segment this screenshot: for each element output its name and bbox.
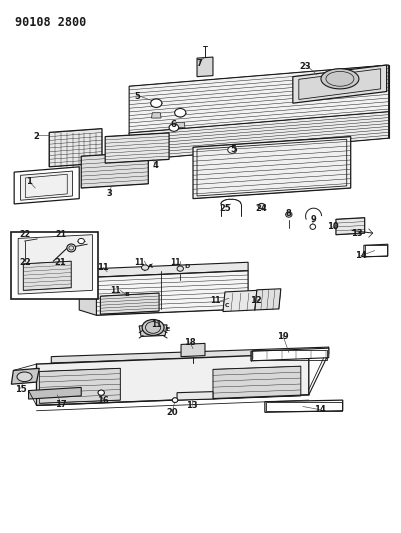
Text: 22: 22 — [19, 258, 31, 266]
Text: B: B — [124, 292, 129, 297]
Text: 6: 6 — [170, 120, 176, 130]
Text: 8: 8 — [285, 209, 291, 218]
Polygon shape — [39, 368, 120, 403]
Polygon shape — [100, 293, 159, 314]
Polygon shape — [96, 271, 247, 316]
Polygon shape — [18, 235, 92, 294]
Polygon shape — [36, 353, 308, 406]
Text: 13: 13 — [186, 401, 198, 410]
Text: A: A — [148, 264, 153, 269]
Text: 23: 23 — [298, 62, 310, 70]
Bar — [364, 245, 386, 256]
Text: E: E — [165, 327, 169, 332]
Polygon shape — [196, 57, 213, 77]
Ellipse shape — [142, 319, 164, 335]
Ellipse shape — [172, 398, 177, 402]
Polygon shape — [129, 112, 388, 160]
Text: 90108 2800: 90108 2800 — [15, 16, 86, 29]
Text: 3: 3 — [106, 189, 112, 198]
Ellipse shape — [78, 238, 84, 244]
Polygon shape — [11, 368, 39, 384]
Text: D: D — [184, 264, 189, 269]
Text: 20: 20 — [166, 408, 178, 417]
Polygon shape — [51, 347, 328, 363]
Ellipse shape — [17, 372, 32, 382]
Ellipse shape — [169, 124, 178, 131]
Polygon shape — [363, 244, 387, 257]
Polygon shape — [49, 128, 102, 167]
Polygon shape — [105, 133, 169, 163]
Bar — [11, 231, 98, 300]
Text: 9: 9 — [310, 215, 316, 224]
Text: 5: 5 — [229, 146, 235, 155]
Text: 11: 11 — [210, 296, 220, 305]
Polygon shape — [139, 325, 167, 336]
Polygon shape — [250, 348, 328, 361]
Text: 11: 11 — [170, 258, 180, 266]
Text: 21: 21 — [55, 230, 66, 239]
Text: 14: 14 — [354, 252, 366, 261]
Text: 22: 22 — [20, 230, 31, 239]
Text: 25: 25 — [219, 204, 230, 213]
Text: 15: 15 — [15, 385, 26, 394]
Text: 11: 11 — [134, 258, 144, 266]
Text: 24: 24 — [254, 204, 266, 213]
Text: 5: 5 — [134, 92, 140, 101]
Polygon shape — [176, 392, 213, 400]
Text: 18: 18 — [184, 338, 195, 348]
Polygon shape — [14, 167, 79, 204]
Text: 17: 17 — [55, 400, 67, 409]
Text: 7: 7 — [196, 60, 201, 68]
Polygon shape — [254, 289, 280, 310]
Ellipse shape — [174, 109, 185, 117]
Ellipse shape — [150, 99, 162, 108]
Text: 14: 14 — [313, 405, 325, 414]
Polygon shape — [23, 261, 71, 290]
Text: 2: 2 — [34, 132, 39, 141]
Ellipse shape — [227, 147, 236, 154]
Polygon shape — [20, 171, 72, 200]
Polygon shape — [81, 152, 148, 188]
Polygon shape — [335, 217, 364, 235]
Ellipse shape — [141, 265, 148, 270]
Polygon shape — [151, 113, 161, 118]
Polygon shape — [192, 136, 350, 199]
Ellipse shape — [309, 224, 315, 229]
Ellipse shape — [67, 244, 75, 252]
Polygon shape — [223, 290, 256, 312]
Text: 10: 10 — [326, 222, 338, 231]
Polygon shape — [264, 400, 342, 413]
Polygon shape — [180, 343, 205, 357]
Ellipse shape — [98, 390, 104, 395]
Text: 21: 21 — [55, 258, 66, 266]
Ellipse shape — [176, 266, 183, 271]
Ellipse shape — [320, 69, 358, 89]
Bar — [251, 350, 326, 360]
Polygon shape — [96, 262, 247, 277]
Polygon shape — [79, 272, 96, 316]
Text: 1: 1 — [26, 177, 32, 186]
Text: 4: 4 — [152, 161, 158, 170]
Ellipse shape — [257, 204, 265, 209]
Polygon shape — [28, 387, 81, 399]
Polygon shape — [213, 366, 300, 399]
Polygon shape — [298, 69, 380, 100]
Ellipse shape — [285, 212, 291, 217]
Text: 16: 16 — [97, 395, 109, 405]
Polygon shape — [129, 65, 388, 134]
Text: 19: 19 — [276, 332, 288, 341]
Text: 12: 12 — [249, 296, 261, 305]
Text: 13: 13 — [350, 229, 362, 238]
Text: C: C — [224, 303, 228, 308]
Text: 11: 11 — [110, 286, 121, 295]
Polygon shape — [292, 65, 386, 103]
Text: 11: 11 — [151, 320, 161, 329]
Bar — [265, 402, 341, 411]
Text: 11: 11 — [97, 263, 109, 272]
Polygon shape — [175, 122, 184, 127]
